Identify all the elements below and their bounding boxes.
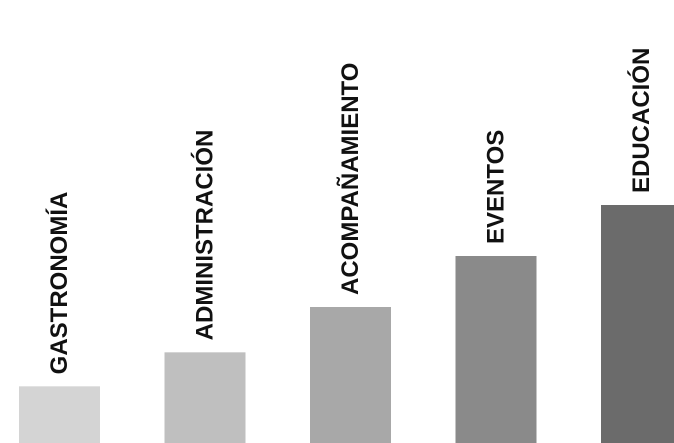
- category-label-1: GASTRONOMÍA: [45, 192, 73, 375]
- bar-5: [601, 205, 674, 443]
- category-label-2: ADMINISTRACIÓN: [191, 130, 219, 341]
- bar-2: [164, 352, 246, 443]
- labels-group: GASTRONOMÍA ADMINISTRACIÓN ACOMPAÑAMIENTO E…: [45, 48, 655, 375]
- bars-group: [19, 205, 674, 443]
- bar-4: [455, 256, 537, 443]
- category-label-5: EDUCACIÓN: [627, 48, 655, 193]
- category-label-4: EVENTOS: [483, 130, 510, 244]
- category-label-3: ACOMPAÑAMIENTO: [336, 63, 364, 295]
- bar-3: [310, 307, 391, 443]
- bar-1: [19, 386, 100, 443]
